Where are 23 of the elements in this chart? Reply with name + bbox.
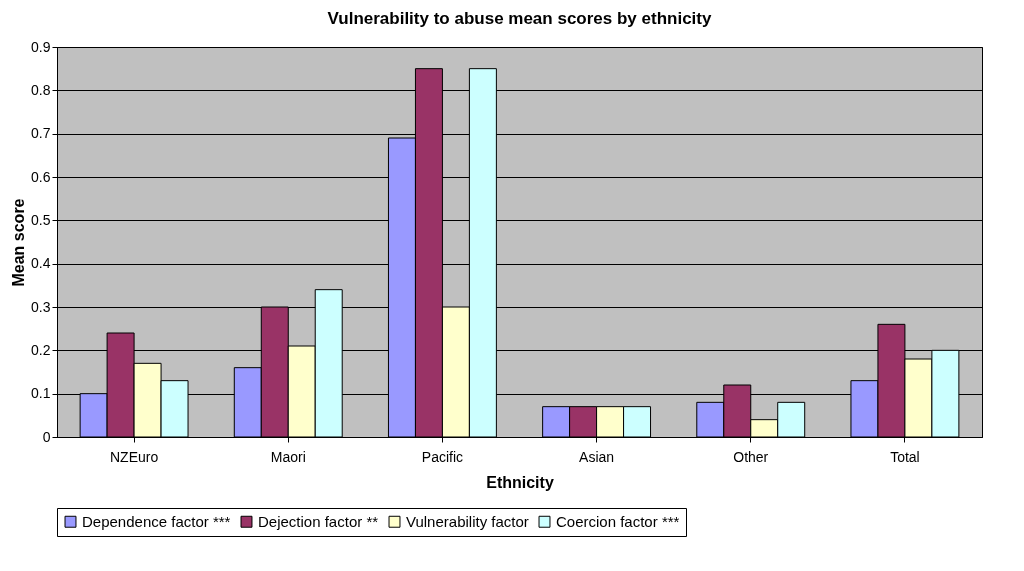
y-tick-label: 0.6 — [31, 168, 51, 185]
x-tick-label: Total — [890, 448, 920, 465]
legend-label: Coercion factor *** — [556, 512, 680, 530]
y-tick-label: 0.9 — [31, 38, 51, 55]
x-axis-title: Ethnicity — [486, 473, 554, 491]
y-tick-label: 0 — [42, 428, 51, 445]
legend-label: Dependence factor *** — [82, 512, 231, 530]
y-tick-label: 0.7 — [31, 125, 51, 142]
y-tick-label: 0.4 — [31, 255, 51, 272]
y-axis-title: Mean score — [10, 198, 28, 287]
y-tick-label: 0.2 — [31, 341, 51, 358]
x-tick-label: Other — [733, 448, 769, 465]
chart-title: Vulnerability to abuse mean scores by ethnicity — [327, 9, 712, 28]
x-tick-label: Maori — [270, 448, 306, 465]
legend-label: Dejection factor ** — [258, 512, 379, 530]
y-tick-label: 0.3 — [31, 298, 51, 315]
y-tick-label: 0.8 — [31, 81, 51, 98]
x-tick-label: NZEuro — [109, 448, 159, 465]
y-tick-label: 0.1 — [31, 385, 51, 402]
x-tick-label: Asian — [579, 448, 615, 465]
y-tick-label: 0.5 — [31, 211, 51, 228]
legend-label: Vulnerability factor — [406, 512, 529, 530]
x-tick-label: Pacific — [421, 448, 464, 465]
